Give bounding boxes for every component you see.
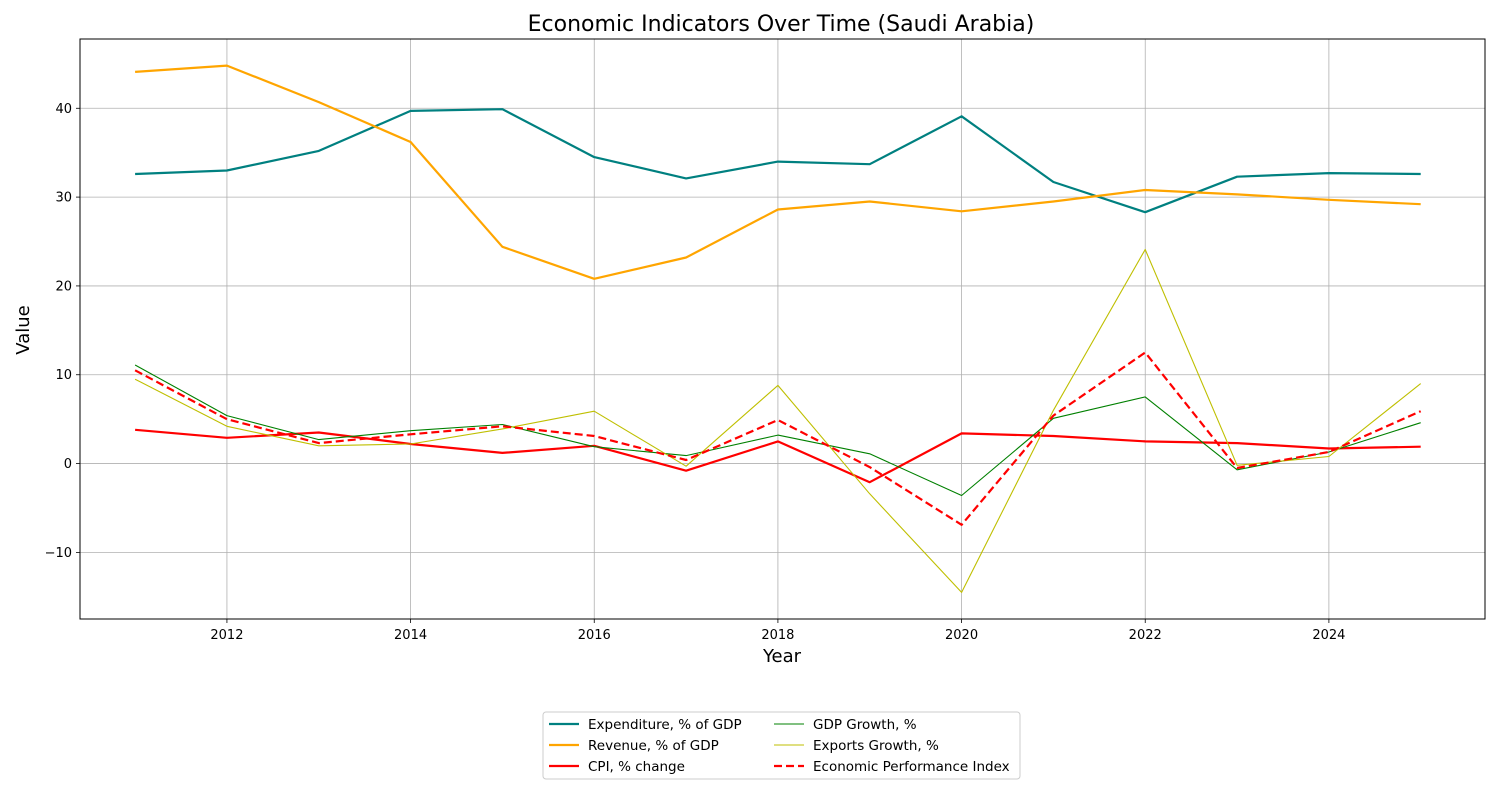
x-tick-label: 2022 <box>1129 628 1162 643</box>
grid-lines <box>80 39 1485 619</box>
y-tick-label: 40 <box>55 102 72 117</box>
y-tick-label: 30 <box>55 191 72 206</box>
y-axis: −10 0 10 20 30 40 <box>45 102 80 561</box>
x-axis-title: Year <box>762 646 802 667</box>
legend-entry-label: CPI, % change <box>588 759 685 775</box>
legend-entry-label: GDP Growth, % <box>813 717 917 733</box>
y-axis-title: Value <box>13 305 34 354</box>
legend: Expenditure, % of GDP Revenue, % of GDP CP… <box>542 711 1021 780</box>
x-tick-label: 2014 <box>394 628 427 643</box>
series-line-3 <box>134 364 1421 497</box>
x-tick-label: 2020 <box>945 628 978 643</box>
legend-entry-label: Economic Performance Index <box>813 759 1010 775</box>
series-layer <box>134 64 1422 593</box>
chart-title: Economic Indicators Over Time (Saudi Ara… <box>528 12 1035 37</box>
plot-frame <box>79 38 1486 620</box>
legend-entry-label: Exports Growth, % <box>813 738 939 754</box>
y-tick-label: 0 <box>64 457 72 472</box>
y-tick-label: −10 <box>45 546 72 561</box>
x-tick-label: 2012 <box>210 628 243 643</box>
x-tick-label: 2018 <box>761 628 794 643</box>
x-tick-label: 2016 <box>578 628 611 643</box>
x-tick-label: 2024 <box>1312 628 1345 643</box>
series-line-0 <box>135 108 1421 214</box>
legend-entry-label: Expenditure, % of GDP <box>588 717 742 733</box>
x-axis: 2012 2014 2016 2018 2020 2022 2024 <box>210 619 1345 643</box>
series-line-4 <box>134 248 1422 593</box>
series-line-5 <box>134 351 1422 526</box>
series-line-1 <box>135 64 1421 280</box>
legend-entry-label: Revenue, % of GDP <box>588 738 719 754</box>
y-tick-label: 20 <box>55 279 72 294</box>
y-tick-label: 10 <box>55 368 72 383</box>
